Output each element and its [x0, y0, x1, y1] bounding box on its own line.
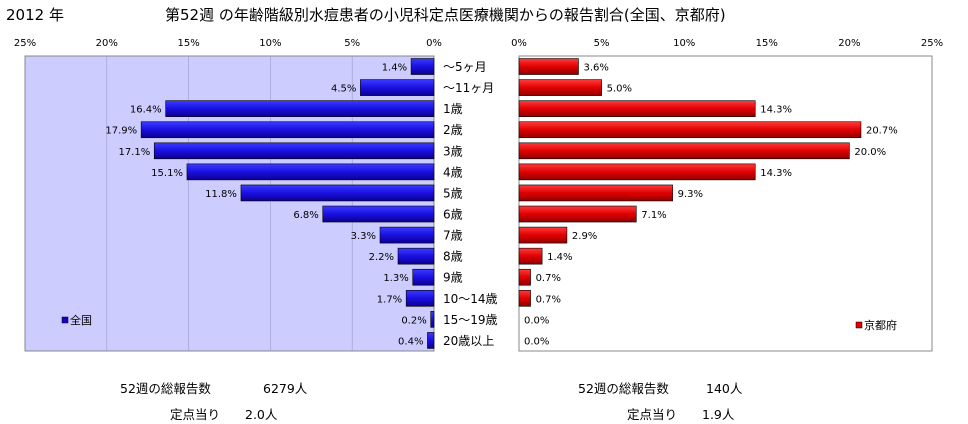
right-x-tick: 20%	[838, 38, 860, 49]
left-data-label: 1.4%	[382, 63, 407, 74]
left-bar	[405, 290, 435, 307]
left-data-label: 1.7%	[377, 294, 402, 305]
right-plot-area	[518, 55, 933, 352]
left-total-label: 52週の総報告数	[120, 381, 211, 396]
right-x-tick: 15%	[756, 38, 778, 49]
right-data-label: 14.3%	[760, 168, 792, 179]
chart-title: 第52週 の年齢階級別水痘患者の小児科定点医療機関からの報告割合(全国、京都府)	[165, 6, 726, 24]
right-bar	[518, 163, 756, 181]
left-data-label: 17.9%	[105, 126, 137, 137]
left-x-tick: 25%	[14, 38, 36, 49]
category-label: 6歳	[443, 208, 463, 222]
right-data-label: 2.9%	[572, 231, 597, 242]
left-total-value: 6279人	[263, 381, 308, 396]
legend-label-left: 全国	[70, 313, 92, 327]
left-bar	[412, 268, 435, 286]
left-x-tick: 10%	[259, 38, 281, 49]
left-data-label: 11.8%	[205, 189, 237, 200]
left-data-label: 1.3%	[383, 273, 408, 284]
right-data-label: 5.0%	[607, 84, 632, 95]
left-bar	[186, 163, 435, 181]
right-bar	[518, 290, 531, 307]
right-bar	[518, 184, 673, 202]
right-data-label: 14.3%	[760, 105, 792, 116]
right-per-label: 定点当り	[627, 407, 678, 422]
category-label: 1歳	[443, 102, 463, 116]
right-bar	[518, 100, 756, 117]
right-data-label: 0.7%	[536, 273, 561, 284]
right-bar	[518, 142, 850, 160]
right-x-tick: 0%	[511, 38, 527, 49]
left-data-label: 0.2%	[401, 315, 426, 326]
right-data-label: 3.6%	[583, 63, 608, 74]
legend-swatch-right	[855, 321, 863, 329]
age-distribution-chart: 25% 20% 15% 10% 5% 0% 0% 5% 10% 15% 20% 25% ～5ヶ月 ～11…	[14, 38, 943, 352]
left-data-label: 17.1%	[118, 147, 150, 158]
left-bar	[379, 226, 435, 244]
right-bar	[518, 226, 568, 244]
left-x-tick: 0%	[426, 38, 442, 49]
right-per-value: 1.9人	[702, 407, 735, 422]
category-label: 2歳	[443, 123, 463, 137]
right-x-tick: 10%	[673, 38, 695, 49]
left-x-tick: 20%	[96, 38, 118, 49]
left-bar	[153, 142, 435, 160]
right-bar	[518, 205, 637, 223]
right-data-label: 9.3%	[678, 189, 703, 200]
category-label: 4歳	[443, 165, 463, 179]
left-x-tick: 5%	[344, 38, 360, 49]
left-bar	[430, 311, 435, 328]
right-data-label: 0.0%	[524, 336, 549, 347]
left-data-label: 6.8%	[293, 210, 318, 221]
left-data-label: 3.3%	[351, 231, 376, 242]
left-data-label: 4.5%	[331, 84, 356, 95]
left-per-label: 定点当り	[170, 407, 221, 422]
category-label: ～11ヶ月	[443, 81, 494, 95]
left-bar	[240, 184, 435, 202]
category-label: 20歳以上	[443, 334, 494, 348]
legend-swatch-left	[61, 316, 69, 324]
right-bar	[518, 268, 531, 286]
left-x-tick: 15%	[177, 38, 199, 49]
right-data-label: 20.0%	[854, 147, 886, 158]
right-x-tick: 25%	[921, 38, 943, 49]
right-bar	[518, 58, 579, 75]
left-bar	[410, 58, 435, 75]
left-bar	[322, 205, 435, 223]
right-data-label: 1.4%	[547, 252, 572, 263]
chart-year: 2012 年	[6, 6, 64, 24]
left-bar	[165, 100, 435, 117]
left-bar	[397, 247, 435, 265]
right-bar	[518, 79, 602, 96]
right-total-value: 140人	[706, 381, 743, 396]
left-plot-area	[24, 55, 435, 352]
left-bar	[140, 121, 435, 139]
right-data-label: 20.7%	[866, 126, 898, 137]
right-data-label: 7.1%	[641, 210, 666, 221]
category-label: 5歳	[443, 186, 463, 200]
left-data-label: 0.4%	[398, 336, 423, 347]
right-bar	[518, 121, 862, 139]
category-label: 7歳	[443, 229, 463, 243]
left-data-label: 2.2%	[369, 252, 394, 263]
category-label: 10～14歳	[443, 292, 498, 306]
right-data-label: 0.0%	[524, 315, 549, 326]
category-label: ～5ヶ月	[443, 60, 487, 74]
category-label: 8歳	[443, 250, 463, 264]
left-bar	[360, 79, 435, 96]
legend-label-right: 京都府	[864, 318, 897, 332]
category-label: 3歳	[443, 144, 463, 158]
category-label: 9歳	[443, 271, 463, 285]
category-label: 15～19歳	[443, 313, 498, 327]
right-data-label: 0.7%	[536, 294, 561, 305]
right-x-tick: 5%	[594, 38, 610, 49]
left-bar	[427, 332, 435, 349]
left-per-value: 2.0人	[245, 407, 278, 422]
right-total-label: 52週の総報告数	[578, 381, 669, 396]
left-data-label: 15.1%	[151, 168, 183, 179]
left-data-label: 16.4%	[130, 105, 162, 116]
right-bar	[518, 247, 543, 265]
